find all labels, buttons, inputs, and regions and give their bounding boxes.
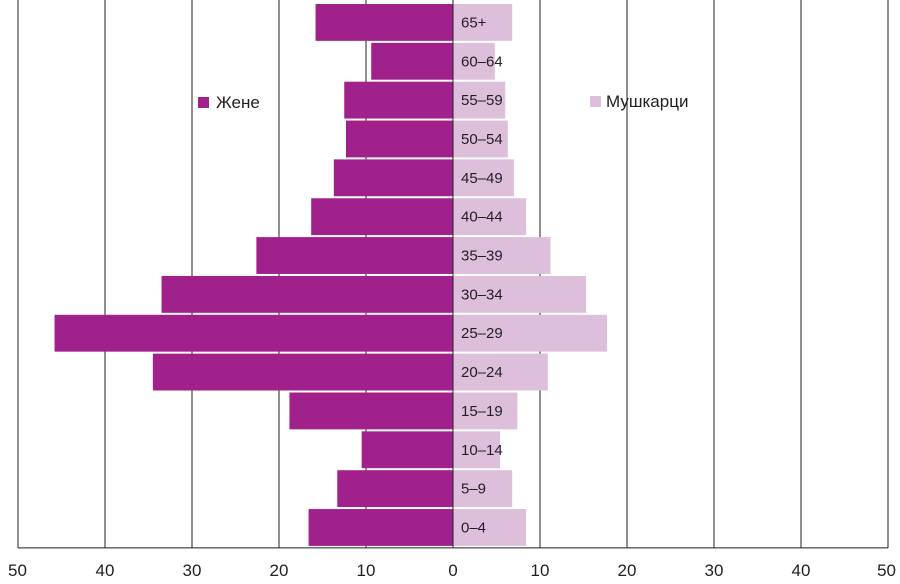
bar-female-3 — [345, 120, 453, 158]
age-label-6: 35–39 — [461, 248, 503, 265]
age-label-9: 20–24 — [461, 364, 503, 381]
x-tick-label-9: 40 — [792, 561, 811, 580]
x-tick-labels: 50 40 30 20 10 0 10 20 30 40 50 — [8, 561, 896, 580]
bar-male-1 — [453, 42, 495, 80]
bar-male-10 — [453, 392, 518, 430]
bar-male-0 — [453, 4, 513, 41]
legend-male: Мушкарци — [590, 92, 688, 111]
x-tick-label-5: 0 — [448, 561, 457, 580]
bar-female-4 — [333, 159, 453, 197]
bar-female-6 — [256, 237, 453, 274]
bar-male-4 — [453, 159, 514, 197]
age-label-10: 15–19 — [461, 403, 503, 420]
bar-female-1 — [371, 42, 453, 80]
bar-female-11 — [361, 431, 453, 469]
x-axis — [18, 0, 888, 549]
legend-male-label: Мушкарци — [606, 92, 688, 111]
bar-male-3 — [453, 120, 508, 158]
x-tick-label-6: 10 — [531, 561, 550, 580]
x-tick-label-4: 10 — [357, 561, 376, 580]
age-label-8: 25–29 — [461, 325, 503, 342]
x-tick-label-2: 30 — [183, 561, 202, 580]
bar-male-8 — [453, 314, 607, 352]
x-tick-label-10: 50 — [877, 561, 896, 580]
age-label-0: 65+ — [461, 14, 487, 31]
bar-female-13 — [308, 509, 453, 546]
age-label-7: 30–34 — [461, 286, 503, 303]
age-label-4: 45–49 — [461, 170, 503, 187]
age-label-2: 55–59 — [461, 92, 503, 109]
age-group-labels: 65+ 60–64 55–59 50–54 45–49 40–44 35–39 30–34 25… — [461, 14, 503, 536]
age-label-1: 60–64 — [461, 53, 503, 70]
age-label-5: 40–44 — [461, 209, 503, 226]
bar-female-5 — [311, 198, 453, 236]
legend-female-swatch — [198, 97, 209, 108]
x-tick-label-1: 40 — [96, 561, 115, 580]
bar-male-13 — [453, 509, 527, 546]
x-tick-label-7: 20 — [618, 561, 637, 580]
bar-female-10 — [289, 392, 453, 430]
bar-female-2 — [344, 81, 453, 119]
bar-male-7 — [453, 275, 587, 313]
female-bars — [54, 4, 454, 546]
bar-male-5 — [453, 198, 527, 236]
bar-female-7 — [161, 275, 454, 313]
bar-female-0 — [315, 4, 453, 41]
bar-female-12 — [337, 470, 453, 508]
bar-female-8 — [54, 314, 453, 352]
legend-female: Жене — [198, 93, 260, 112]
male-bars — [453, 4, 607, 546]
bar-male-2 — [453, 81, 506, 119]
x-tick-label-0: 50 — [8, 561, 27, 580]
bar-female-9 — [152, 353, 453, 391]
x-tick-label-8: 30 — [705, 561, 724, 580]
age-label-3: 50–54 — [461, 131, 503, 148]
legend-male-swatch — [590, 96, 601, 107]
bar-male-12 — [453, 470, 513, 508]
bar-male-9 — [453, 353, 548, 391]
bar-male-11 — [453, 431, 500, 469]
age-label-11: 10–14 — [461, 442, 503, 459]
age-label-13: 0–4 — [461, 519, 486, 536]
bar-male-6 — [453, 237, 551, 274]
legend-female-label: Жене — [216, 93, 260, 112]
x-tick-label-3: 20 — [270, 561, 289, 580]
age-label-12: 5–9 — [461, 481, 486, 498]
